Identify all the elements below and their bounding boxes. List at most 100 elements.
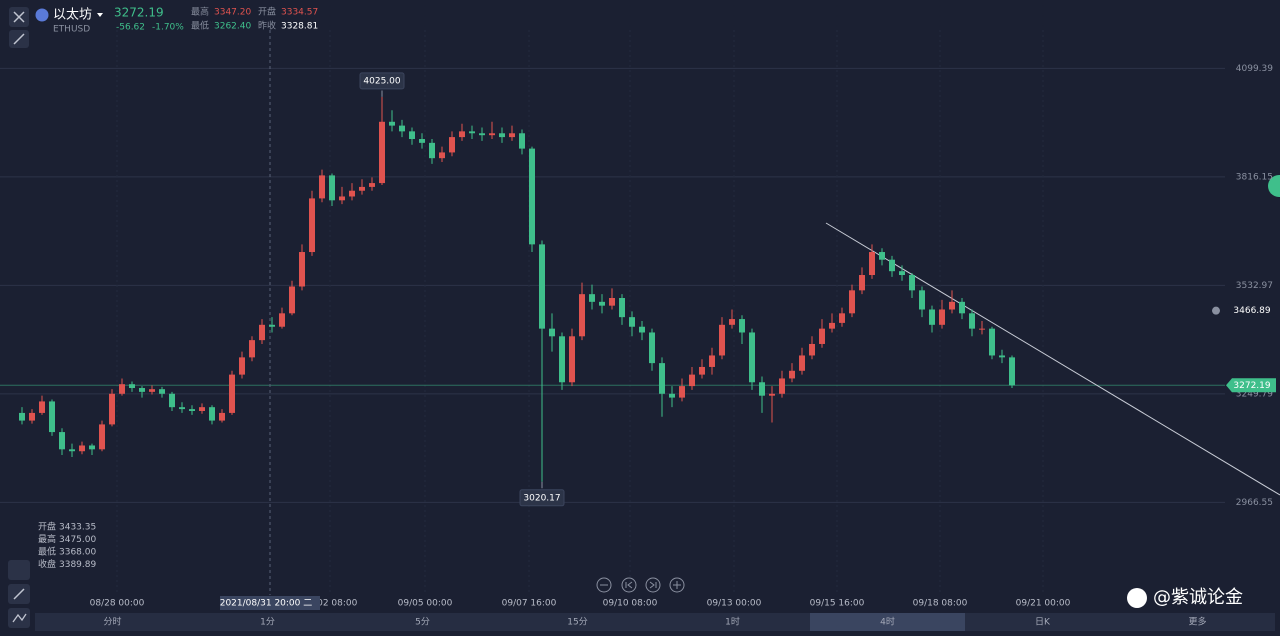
candle-body [319,175,325,199]
candle-body [59,432,65,450]
candle-body [579,294,585,337]
scroll-left[interactable] [621,577,637,593]
zoom-out[interactable] [596,577,612,593]
annotation: 3020.17 [523,493,560,503]
candle-body [759,382,765,396]
candle-body [249,340,255,358]
candle-body [779,378,785,394]
candle-body [859,275,865,291]
chart-type-icon [12,613,27,623]
info-label: 最高 [38,533,56,545]
draw-icon [13,588,25,600]
stat-value: 3262.40 [214,22,251,32]
candle-body [279,313,285,327]
period-tab[interactable]: 日K [1035,617,1051,628]
period-tab[interactable]: 1分 [260,617,275,628]
candle-body [619,297,625,318]
candle-body [629,317,635,327]
zoom-in[interactable] [669,577,685,593]
candle-body [669,393,675,398]
watermark-logo [1127,588,1147,608]
annotation-box [359,72,405,90]
stat-value: 3334.57 [281,8,318,18]
candle-body [869,252,875,276]
x-tick-label: 09/05 00:00 [398,599,453,609]
y-tick-label: 3249.79 [1236,389,1273,399]
candle-body [789,370,795,379]
close-icon [13,11,25,23]
info-label: 收盘 [38,558,56,570]
info-label: 最低 [38,546,56,558]
candle-body [179,407,185,410]
candle-body [959,301,965,314]
period-tab[interactable]: 15分 [567,617,587,628]
price: 3272.19 [114,6,164,20]
candle-body [479,133,485,136]
tab-selected[interactable] [810,613,965,631]
candle-body [999,355,1005,358]
candle-body [99,424,105,450]
change: -56.62 [116,23,145,33]
candle-body [909,275,915,291]
candle-body [159,389,165,394]
scroll-right[interactable] [645,577,661,593]
symbol: ETHUSD [53,25,90,35]
candle-body [339,196,345,201]
period-tab[interactable]: 4时 [880,616,895,628]
candle-body [549,328,555,337]
stat-value: 3328.81 [281,22,318,32]
eth-icon [35,8,49,22]
x-tick-label: 09/15 16:00 [810,599,865,609]
candle-body [369,183,375,187]
info-value: 3475.00 [59,535,96,545]
candle-body [569,336,575,383]
candle-body [829,322,835,329]
y-tick-label: 3532.97 [1236,281,1273,291]
candle-body [889,259,895,272]
candle-body [969,313,975,329]
candle-body [119,384,125,394]
candle-body [429,142,435,159]
candle-body [329,175,335,201]
y-tick-label: 3816.15 [1236,172,1273,182]
candle-body [149,389,155,392]
period-tab[interactable]: 分时 [103,616,121,628]
candle-body [659,363,665,394]
x-tick-label: 09/07 16:00 [502,599,557,609]
alert-price: 3466.89 [1233,306,1270,316]
info-value: 3368.00 [59,548,96,558]
candle-body [689,374,695,387]
candle-body [949,301,955,310]
info-label: 开盘 [38,521,56,533]
watermark: @紫诚论金 [1153,587,1243,608]
period-tab[interactable]: 更多 [1188,616,1206,628]
candle-body [409,131,415,140]
period-tab[interactable]: 1时 [725,616,740,628]
candle-body [419,139,425,143]
candle-body [269,324,275,327]
y-tick-label: 4099.39 [1236,64,1273,74]
candle-body [699,366,705,375]
tool-icon [13,33,25,45]
x-tick-label: 09/18 08:00 [913,599,968,609]
candle-body [89,445,95,450]
candle-body [289,286,295,314]
chart-type-button[interactable] [8,608,30,628]
crosshair-label: 2021/08/31 20:00 二 [220,599,313,609]
dropdown-icon[interactable] [97,13,103,17]
candle-body [239,357,245,375]
candle-body [139,388,145,392]
crosshair-box [220,596,320,610]
candle-body [519,133,525,149]
last-price-tag [1226,378,1276,393]
candle-body [359,186,365,191]
candle-body [309,198,315,253]
period-tab[interactable]: 5分 [415,617,430,628]
indicator-button[interactable] [8,560,30,580]
alert-tag[interactable] [1228,303,1276,318]
side-badge[interactable] [1268,175,1280,197]
stat-label: 最低 [191,20,209,32]
candle-body [899,271,905,276]
asset-name[interactable]: 以太坊 [53,8,92,23]
candle-body [19,412,25,421]
